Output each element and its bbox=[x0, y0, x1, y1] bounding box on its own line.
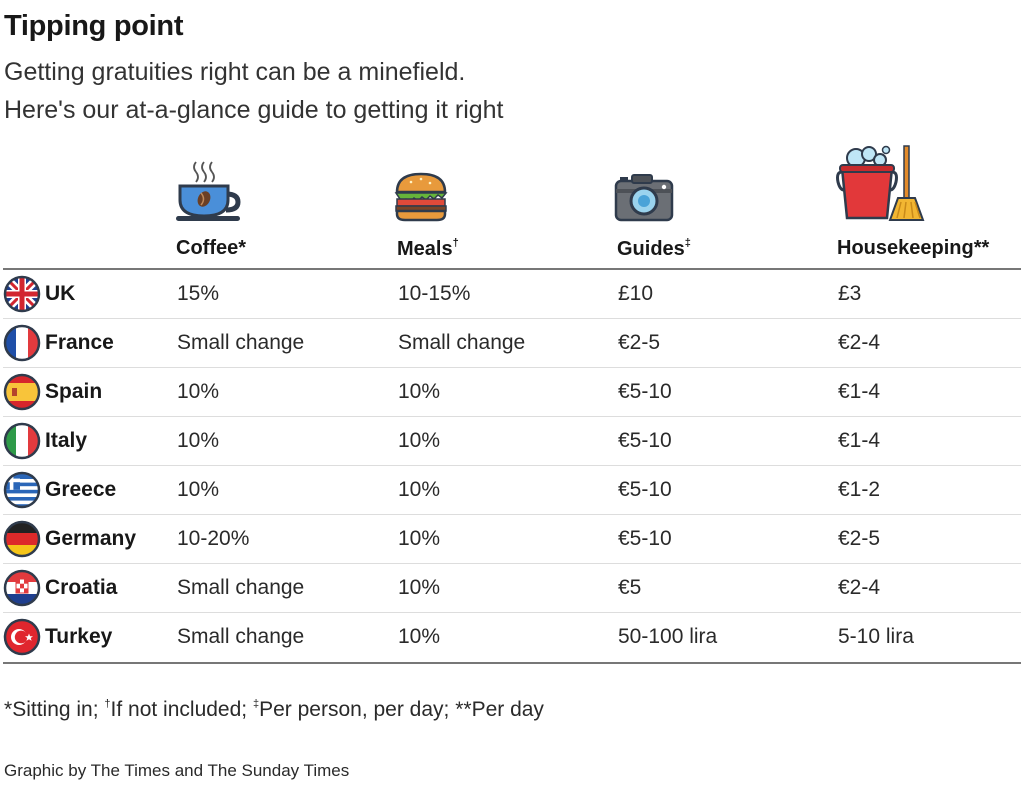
footnotes: *Sitting in; †If not included; ‡Per pers… bbox=[4, 698, 544, 721]
cell-housekeeping: €1-4 bbox=[838, 429, 881, 452]
cell-housekeeping: €2-5 bbox=[838, 527, 881, 550]
camera-icon bbox=[614, 174, 674, 222]
chart-subtitle-line-1: Getting gratuities right can be a minefi… bbox=[4, 58, 466, 86]
table-row: UK 15% 10-15% £10 £3 bbox=[3, 270, 1021, 319]
italy-flag-icon bbox=[3, 422, 41, 460]
row-divider bbox=[3, 318, 1021, 319]
row-divider bbox=[3, 563, 1021, 564]
bucket-broom-icon bbox=[836, 145, 925, 221]
table-row: Turkey Small change 10% 50-100 lira 5-10… bbox=[3, 613, 1021, 662]
cell-coffee: Small change bbox=[177, 576, 305, 599]
burger-icon bbox=[394, 172, 448, 222]
cell-meals: 10% bbox=[398, 576, 441, 599]
france-flag-icon bbox=[3, 324, 41, 362]
cell-guides: €2-5 bbox=[618, 331, 661, 354]
country-label: UK bbox=[45, 282, 76, 305]
cell-housekeeping: €1-4 bbox=[838, 380, 881, 403]
cell-guides: €5-10 bbox=[618, 429, 672, 452]
uk-flag-icon bbox=[3, 275, 41, 313]
croatia-flag-icon bbox=[3, 569, 41, 607]
table-row: Croatia Small change 10% €5 €2-4 bbox=[3, 564, 1021, 613]
source-credit: Graphic by The Times and The Sunday Time… bbox=[4, 761, 350, 780]
cell-meals: 10% bbox=[398, 478, 441, 501]
cell-coffee: 10% bbox=[177, 380, 220, 403]
cell-meals: 10% bbox=[398, 625, 441, 648]
column-header-housekeeping: Housekeeping** bbox=[837, 237, 990, 259]
cell-guides: £10 bbox=[618, 282, 654, 305]
cell-housekeeping: €1-2 bbox=[838, 478, 881, 501]
row-divider bbox=[3, 416, 1021, 417]
row-divider bbox=[3, 612, 1021, 613]
cell-housekeeping: 5-10 lira bbox=[838, 625, 914, 648]
table-bottom-rule bbox=[3, 662, 1021, 664]
table-row: France Small change Small change €2-5 €2… bbox=[3, 319, 1021, 368]
table-top-rule bbox=[3, 268, 1021, 270]
cell-coffee: 15% bbox=[177, 282, 220, 305]
cell-coffee: 10-20% bbox=[177, 527, 250, 550]
country-label: Italy bbox=[45, 429, 88, 452]
coffee-cup-icon bbox=[176, 161, 241, 221]
cell-coffee: 10% bbox=[177, 429, 220, 452]
cell-guides: €5-10 bbox=[618, 478, 672, 501]
country-label: Greece bbox=[45, 478, 117, 501]
table-row: Spain 10% 10% €5-10 €1-4 bbox=[3, 368, 1021, 417]
cell-housekeeping: €2-4 bbox=[838, 576, 881, 599]
cell-meals: 10% bbox=[398, 380, 441, 403]
chart-title: Tipping point bbox=[4, 10, 184, 42]
cell-coffee: Small change bbox=[177, 625, 305, 648]
row-divider bbox=[3, 465, 1021, 466]
table-row: Italy 10% 10% €5-10 €1-4 bbox=[3, 417, 1021, 466]
table-row: Germany 10-20% 10% €5-10 €2-5 bbox=[3, 515, 1021, 564]
greece-flag-icon bbox=[3, 471, 41, 509]
country-label: Croatia bbox=[45, 576, 118, 599]
cell-coffee: 10% bbox=[177, 478, 220, 501]
cell-guides: €5-10 bbox=[618, 380, 672, 403]
country-label: Spain bbox=[45, 380, 103, 403]
country-label: France bbox=[45, 331, 114, 354]
spain-flag-icon bbox=[3, 373, 41, 411]
table-row: Greece 10% 10% €5-10 €1-2 bbox=[3, 466, 1021, 515]
germany-flag-icon bbox=[3, 520, 41, 558]
cell-guides: 50-100 lira bbox=[618, 625, 718, 648]
column-header-guides: Guides‡ bbox=[617, 237, 691, 260]
cell-meals: Small change bbox=[398, 331, 526, 354]
column-header-meals: Meals† bbox=[397, 237, 459, 260]
chart-subtitle-line-2: Here's our at-a-glance guide to getting … bbox=[4, 96, 504, 124]
cell-guides: €5 bbox=[618, 576, 642, 599]
turkey-flag-icon bbox=[3, 618, 41, 656]
row-divider bbox=[3, 514, 1021, 515]
cell-coffee: Small change bbox=[177, 331, 305, 354]
cell-meals: 10% bbox=[398, 429, 441, 452]
country-label: Turkey bbox=[45, 625, 113, 648]
cell-housekeeping: £3 bbox=[838, 282, 862, 305]
cell-guides: €5-10 bbox=[618, 527, 672, 550]
cell-housekeeping: €2-4 bbox=[838, 331, 881, 354]
cell-meals: 10% bbox=[398, 527, 441, 550]
column-header-coffee: Coffee* bbox=[176, 237, 247, 259]
cell-meals: 10-15% bbox=[398, 282, 471, 305]
row-divider bbox=[3, 367, 1021, 368]
country-label: Germany bbox=[45, 527, 137, 550]
